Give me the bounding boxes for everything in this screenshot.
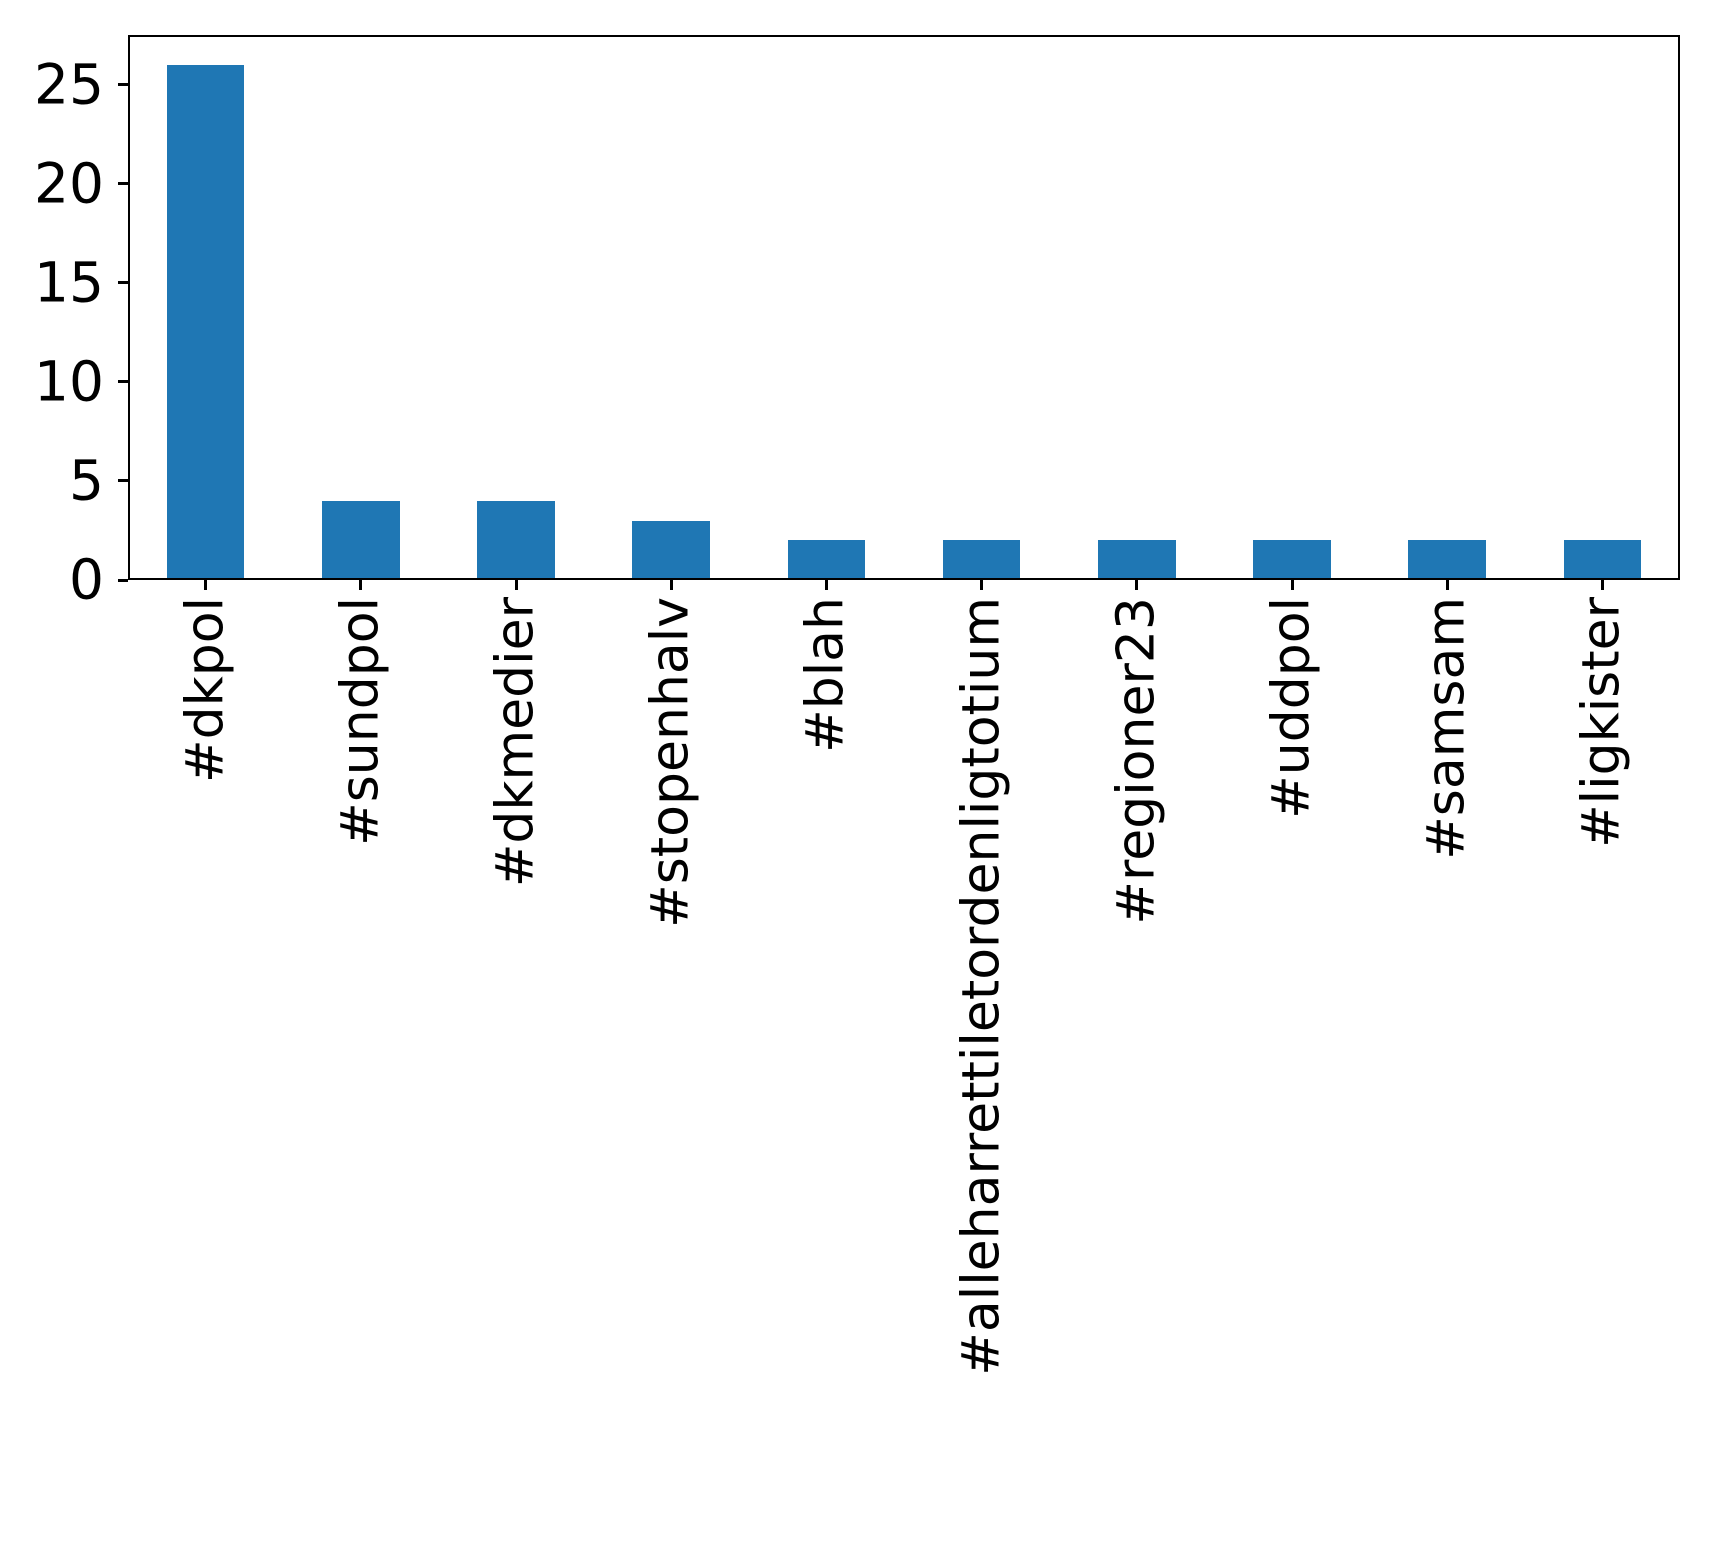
x-tick-mark	[1445, 580, 1449, 590]
bar-sundpol	[322, 500, 400, 580]
x-tick-mark	[980, 580, 984, 590]
x-tick-label: #dkmedier	[485, 597, 546, 888]
x-tick-mark	[1135, 580, 1139, 590]
y-tick-label: 20	[34, 151, 104, 216]
y-tick-mark	[118, 578, 128, 582]
x-tick-label: #dkpol	[175, 597, 235, 783]
bar-stopenhalv	[632, 520, 710, 580]
x-tick-mark	[204, 580, 208, 590]
x-tick-mark	[669, 580, 673, 590]
x-tick-label: #sundpol	[330, 597, 391, 846]
bar-ligkister	[1563, 540, 1642, 580]
bar-blah	[787, 540, 866, 580]
bar-regioner23	[1098, 540, 1176, 580]
y-tick-mark	[118, 479, 128, 483]
x-tick-label: #alleharrettiletordenligtotium	[951, 597, 1011, 1376]
y-tick-label: 25	[34, 52, 104, 117]
y-tick-label: 15	[34, 250, 104, 315]
x-tick-mark	[1600, 580, 1604, 590]
bar-dkpol	[166, 64, 245, 580]
y-tick-mark	[118, 182, 128, 186]
y-tick-mark	[118, 380, 128, 384]
x-tick-label: #uddpol	[1261, 597, 1322, 819]
y-tick-label: 10	[34, 349, 104, 414]
x-tick-mark	[1290, 580, 1294, 590]
x-tick-label: #samsam	[1416, 597, 1477, 860]
y-tick-label: 0	[69, 547, 104, 612]
bar-uddpol	[1253, 540, 1331, 580]
x-tick-label: #stopenhalv	[640, 597, 701, 928]
y-tick-label: 5	[69, 448, 104, 513]
bar-dkmedier	[477, 500, 555, 580]
x-tick-label: #regioner23	[1106, 597, 1167, 925]
x-tick-label: #blah	[795, 597, 856, 753]
x-tick-mark	[514, 580, 518, 590]
y-tick-mark	[118, 281, 128, 285]
x-tick-label: #ligkister	[1571, 597, 1632, 848]
plot-area	[128, 35, 1680, 580]
x-tick-mark	[359, 580, 363, 590]
y-tick-mark	[118, 83, 128, 87]
bar-alleharrettiletordenligtotium	[942, 540, 1021, 580]
x-tick-mark	[824, 580, 828, 590]
bar-samsam	[1408, 540, 1486, 580]
